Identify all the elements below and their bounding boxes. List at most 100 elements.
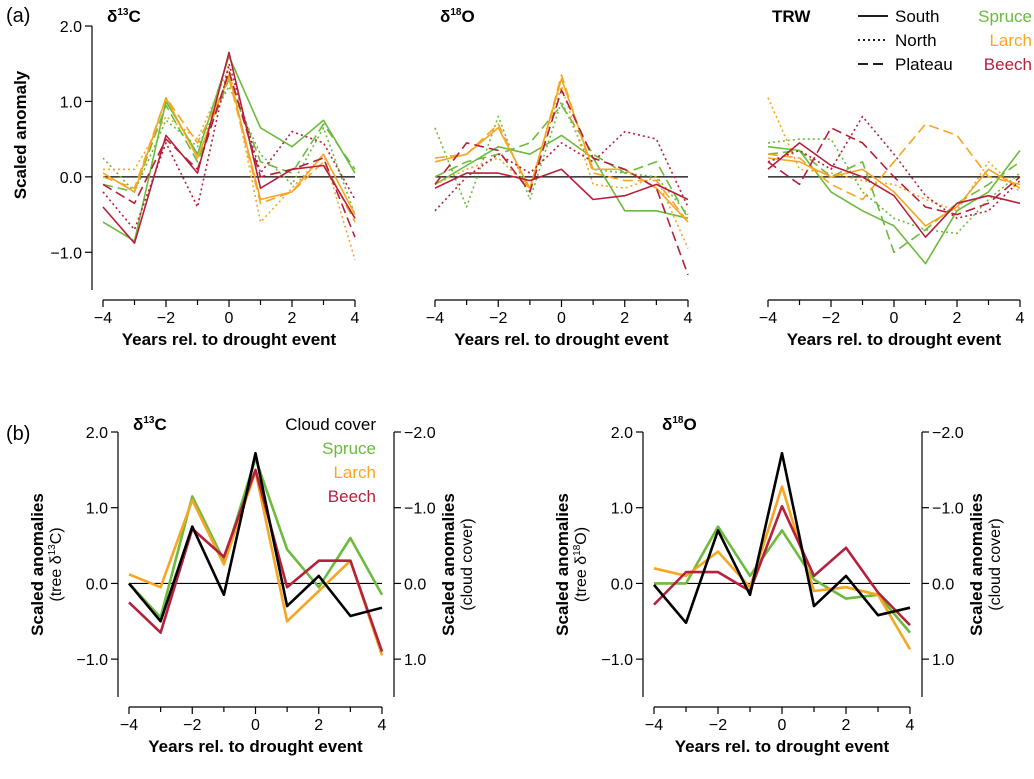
y2-tick-label: 1.0	[932, 652, 954, 669]
y2-axis-subtitle: (cloud cover)	[987, 518, 1004, 610]
x-tick-label: 2	[620, 310, 629, 327]
y2-tick-label: −1.0	[404, 501, 436, 518]
legend-item-larch: Larch	[989, 31, 1032, 50]
x-axis-title: Years rel. to drought event	[675, 737, 890, 756]
y-tick-label: −1.0	[601, 652, 633, 669]
x-tick-label: −2	[709, 717, 727, 734]
panel-label-a: (a)	[6, 5, 30, 27]
x-axis-title: Years rel. to drought event	[122, 330, 337, 349]
y2-axis-title: Scaled anomalies	[439, 493, 458, 636]
legend-item-spruce: Spruce	[978, 7, 1032, 26]
plot-a2: −4 −2 0 2 4 Years rel. to drought event δ18O	[426, 7, 693, 349]
series-line-larch-south	[767, 157, 1021, 227]
series-line-beech	[128, 468, 384, 653]
x-axis-title: Years rel. to drought event	[454, 330, 669, 349]
series-line-beech-south	[102, 51, 356, 244]
x-tick-label: 2	[953, 310, 962, 327]
plot-b1: −4 −2 0 2 4 Years rel. to drought event 2.0 1.0…	[28, 415, 476, 756]
y-tick-label: −1.0	[76, 652, 108, 669]
x-axis-title: Years rel. to drought event	[787, 330, 1002, 349]
y-axis-title: Scaled anomalies	[28, 493, 47, 636]
series-line-beech-plateau	[767, 127, 1021, 216]
series-line-beech-north	[767, 115, 1021, 220]
y2-axis-title: Scaled anomalies	[967, 493, 986, 636]
y-axis-title: Scaled anomaly	[11, 70, 30, 199]
series-line-beech-south	[767, 142, 1021, 238]
legend-item-spruce: Spruce	[322, 439, 376, 458]
x-tick-label: 2	[314, 717, 323, 734]
x-tick-label: 0	[778, 717, 787, 734]
y2-tick-label: −2.0	[404, 425, 436, 442]
series-line-larch-plateau	[102, 78, 356, 223]
y2-axis-subtitle: (cloud cover)	[459, 518, 476, 610]
y-axis-subtitle: (tree δ18O)	[572, 527, 590, 602]
x-tick-label: −4	[759, 310, 777, 327]
x-tick-label: 4	[351, 310, 360, 327]
y-tick-label: 1.0	[611, 501, 633, 518]
y2-tick-label: −1.0	[932, 501, 964, 518]
x-tick-label: 4	[684, 310, 693, 327]
series-line-larch-north	[767, 97, 1021, 212]
x-tick-label: −4	[645, 717, 663, 734]
series-line-beech	[653, 504, 911, 627]
y2-tick-label: −2.0	[932, 425, 964, 442]
x-tick-label: 4	[378, 717, 387, 734]
legend-item-beech: Beech	[328, 487, 376, 506]
x-tick-label: −2	[489, 310, 507, 327]
y-tick-label: 0.0	[60, 170, 82, 187]
x-tick-label: 0	[890, 310, 899, 327]
y-tick-label: 0.0	[86, 576, 108, 593]
x-tick-label: 0	[557, 310, 566, 327]
panel-title-b2: δ18O	[662, 415, 697, 434]
x-axis-title: Years rel. to drought event	[148, 737, 363, 756]
y2-tick-label: 0.0	[932, 576, 954, 593]
series-line-cloud-cover	[653, 451, 911, 625]
y2-tick-label: 0.0	[404, 576, 426, 593]
x-tick-label: 2	[842, 717, 851, 734]
series-line-larch-plateau	[434, 74, 689, 223]
legend-a: South North Plateau Spruce Larch Beech	[858, 7, 1032, 74]
plot-a3: −4 −2 0 2 4 Years rel. to drought event TRW	[759, 7, 1025, 349]
y-tick-label: 2.0	[611, 425, 633, 442]
x-tick-label: −2	[822, 310, 840, 327]
legend-item-north: North	[895, 31, 937, 50]
series-line-larch-north	[434, 85, 689, 249]
series-line-spruce	[128, 457, 384, 619]
series-line-beech-plateau	[102, 70, 356, 238]
y-axis-title: Scaled anomalies	[553, 493, 572, 636]
series-line-beech-plateau	[434, 89, 689, 276]
y-tick-label: 2.0	[86, 425, 108, 442]
plot-a1: −4 −2 0 2 4 Years rel. to drought event 2.0 1.0…	[11, 7, 360, 349]
series-line-larch-north	[103, 66, 356, 261]
panel-label-b: (b)	[6, 423, 30, 445]
legend-item-plateau: Plateau	[895, 55, 953, 74]
plot-b2: −4 −2 0 2 4 Years rel. to drought event 2.0 1.0…	[553, 415, 1004, 756]
series-line-spruce-south	[102, 55, 356, 242]
series-line-larch	[653, 485, 912, 650]
y-axis-subtitle: (tree δ13C)	[47, 527, 65, 601]
x-tick-label: 0	[251, 717, 260, 734]
series-line-cloud-cover	[128, 451, 383, 623]
panel-title-b1: δ13C	[133, 415, 167, 434]
x-tick-label: −4	[120, 717, 138, 734]
series-line-larch-south	[102, 74, 356, 215]
panel-title-a2: δ18O	[440, 7, 475, 26]
x-tick-label: −4	[94, 310, 112, 327]
x-tick-label: 0	[225, 310, 234, 327]
series-line-spruce-plateau	[434, 104, 689, 219]
y-tick-label: 0.0	[611, 576, 633, 593]
series-line-spruce-north	[102, 85, 356, 215]
series-line-spruce-north	[434, 100, 689, 216]
series-line-spruce-north	[767, 138, 1021, 235]
x-tick-label: −2	[157, 310, 175, 327]
y-tick-label: −1.0	[50, 245, 82, 262]
x-tick-label: −4	[426, 310, 444, 327]
series-line-larch-plateau	[767, 123, 1021, 201]
panel-title-a3: TRW	[772, 7, 811, 26]
y2-tick-label: 1.0	[404, 652, 426, 669]
x-tick-label: 2	[288, 310, 297, 327]
series-line-beech-north	[434, 130, 689, 212]
legend-item-south: South	[895, 7, 939, 26]
panel-title-a1: δ13C	[107, 7, 141, 26]
